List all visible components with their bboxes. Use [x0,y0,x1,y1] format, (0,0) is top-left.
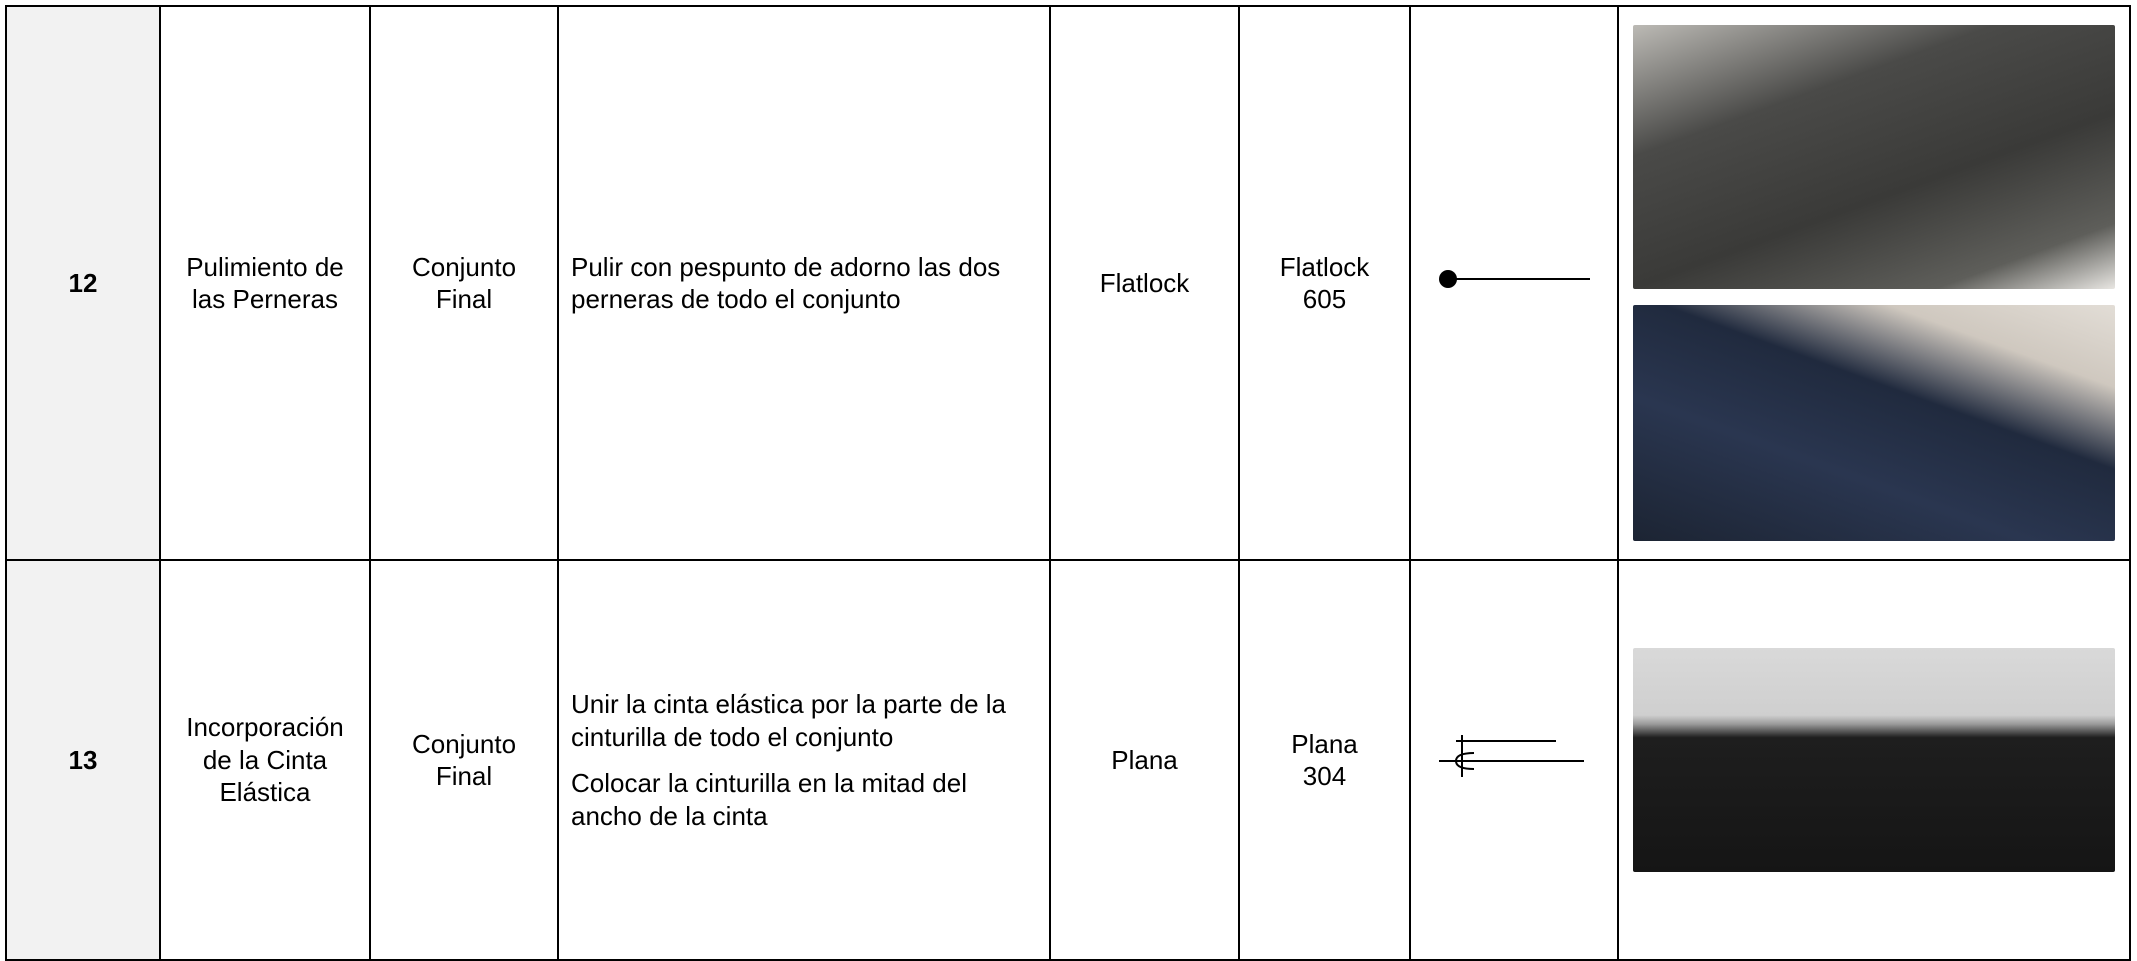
table-body: 12 Pulimiento de las Perneras Conjunto Fina… [5,5,2131,961]
step-number: 12 [5,5,161,561]
stitch-line: Flatlock [1279,251,1370,282]
stitch-line: 304 [1302,761,1347,791]
description: Unir la cinta elástica por la parte de l… [557,559,1051,961]
section-line: Final [435,761,493,791]
section-line: Conjunto [411,251,517,282]
photo-cell [1617,559,2131,961]
description-paragraph: Pulir con pespunto de adorno las dos per… [571,251,1001,315]
description-paragraph: Colocar la cinturilla en la mitad del an… [571,768,967,831]
photo [1633,25,2115,289]
description: Pulir con pespunto de adorno las dos per… [557,5,1051,561]
table-row: 12 Pulimiento de las Perneras Conjunto Fina… [5,5,2131,561]
stitch-line: Plana [1291,728,1358,759]
operation: Pulimiento de las Perneras [159,5,371,561]
description-paragraph: Unir la cinta elástica por la parte de l… [571,689,1007,752]
table-row: 13 Incorporación de la Cinta Elástica Conj… [5,559,2131,961]
stitch-symbol [1439,735,1584,778]
section-line: Final [435,284,493,314]
section: Conjunto Final [369,5,559,561]
step-number: 13 [5,559,161,961]
stitch: Flatlock 605 [1238,5,1411,561]
photo [1633,648,2115,872]
operations-table: 12 Pulimiento de las Perneras Conjunto Fina… [5,5,2131,961]
symbol-cell [1409,559,1619,961]
machine: Flatlock [1049,5,1240,561]
section-line: Conjunto [411,728,517,759]
symbol-cell [1409,5,1619,561]
operation: Incorporación de la Cinta Elástica [159,559,371,961]
section: Conjunto Final [369,559,559,961]
stitch: Plana 304 [1238,559,1411,961]
photo-cell [1617,5,2131,561]
photo [1633,305,2115,541]
machine: Plana [1049,559,1240,961]
stitch-line: 605 [1302,284,1347,314]
stitch-symbol [1439,270,1590,289]
